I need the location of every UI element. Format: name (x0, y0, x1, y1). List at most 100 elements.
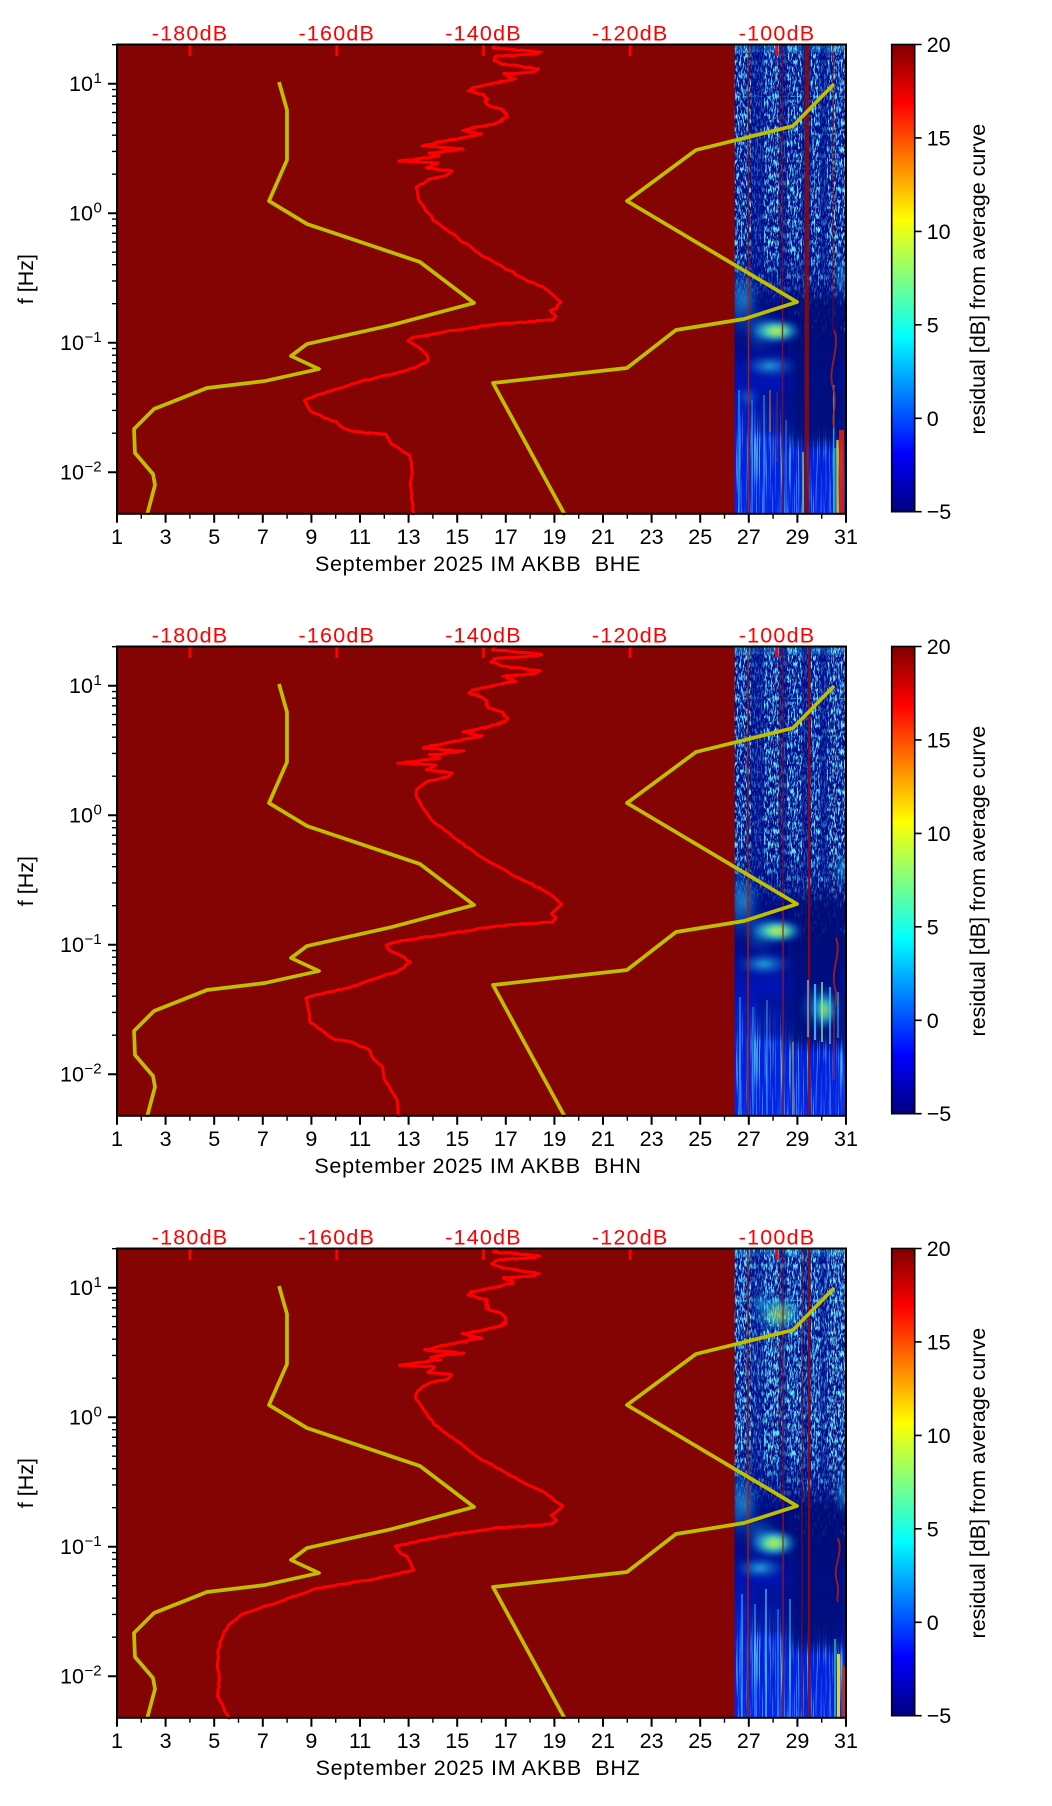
svg-text:21: 21 (591, 525, 615, 549)
svg-text:25: 25 (688, 1729, 712, 1753)
svg-text:15: 15 (927, 126, 951, 150)
svg-text:-180dB: -180dB (152, 22, 229, 46)
svg-text:10: 10 (60, 1063, 84, 1087)
svg-text:1: 1 (94, 1274, 102, 1291)
svg-text:10: 10 (69, 674, 93, 698)
svg-text:-160dB: -160dB (299, 22, 376, 46)
svg-text:10: 10 (60, 1535, 84, 1559)
svg-text:7: 7 (257, 525, 269, 549)
svg-text:−5: −5 (927, 1704, 952, 1728)
svg-text:10: 10 (60, 1665, 84, 1689)
svg-text:19: 19 (542, 1127, 566, 1151)
svg-text:5: 5 (927, 1517, 939, 1541)
svg-text:residual [dB] from average cur: residual [dB] from average curve (966, 124, 990, 435)
svg-text:-120dB: -120dB (592, 624, 669, 648)
svg-text:15: 15 (445, 1729, 469, 1753)
svg-text:−1: −1 (85, 1533, 102, 1550)
svg-text:-140dB: -140dB (445, 22, 522, 46)
svg-text:23: 23 (640, 525, 664, 549)
svg-text:-120dB: -120dB (592, 1226, 669, 1250)
svg-text:−1: −1 (85, 329, 102, 346)
svg-text:25: 25 (688, 1127, 712, 1151)
svg-text:15: 15 (927, 728, 951, 752)
svg-text:f [Hz]: f [Hz] (14, 856, 38, 906)
svg-text:21: 21 (591, 1729, 615, 1753)
svg-text:0: 0 (927, 407, 939, 431)
svg-text:21: 21 (591, 1127, 615, 1151)
svg-text:27: 27 (737, 525, 761, 549)
svg-text:residual [dB] from average cur: residual [dB] from average curve (966, 1328, 990, 1639)
svg-text:-120dB: -120dB (592, 22, 669, 46)
svg-text:f [Hz]: f [Hz] (14, 1458, 38, 1508)
svg-text:10: 10 (927, 220, 951, 244)
svg-text:10: 10 (927, 1424, 951, 1448)
svg-text:0: 0 (927, 1009, 939, 1033)
svg-text:5: 5 (927, 313, 939, 337)
svg-text:11: 11 (349, 525, 371, 549)
svg-text:-100dB: -100dB (739, 1226, 816, 1250)
svg-text:−2: −2 (85, 459, 102, 476)
svg-text:−5: −5 (927, 1102, 952, 1126)
svg-text:17: 17 (494, 1127, 518, 1151)
svg-text:11: 11 (349, 1127, 371, 1151)
svg-text:5: 5 (927, 915, 939, 939)
svg-text:31: 31 (834, 525, 858, 549)
svg-text:9: 9 (305, 1729, 317, 1753)
svg-text:10: 10 (60, 933, 84, 957)
svg-text:-160dB: -160dB (299, 624, 376, 648)
svg-text:17: 17 (494, 525, 518, 549)
svg-text:3: 3 (160, 1729, 172, 1753)
svg-text:10: 10 (60, 461, 84, 485)
svg-text:29: 29 (785, 525, 809, 549)
svg-text:31: 31 (834, 1127, 858, 1151)
svg-text:residual [dB] from average cur: residual [dB] from average curve (966, 726, 990, 1037)
svg-text:0: 0 (94, 1404, 102, 1421)
svg-text:7: 7 (257, 1729, 269, 1753)
svg-text:-100dB: -100dB (739, 624, 816, 648)
svg-text:0: 0 (927, 1611, 939, 1635)
svg-text:0: 0 (94, 802, 102, 819)
svg-text:1: 1 (94, 70, 102, 87)
svg-text:5: 5 (208, 1127, 220, 1151)
svg-text:3: 3 (160, 525, 172, 549)
svg-text:10: 10 (927, 822, 951, 846)
svg-text:-180dB: -180dB (152, 624, 229, 648)
svg-text:−5: −5 (927, 500, 952, 524)
svg-text:September 2025 IM AKBB BHE: September 2025 IM AKBB BHE (315, 552, 641, 576)
svg-text:27: 27 (737, 1729, 761, 1753)
svg-text:10: 10 (69, 72, 93, 96)
svg-text:13: 13 (397, 1127, 421, 1151)
svg-text:9: 9 (305, 525, 317, 549)
svg-text:15: 15 (445, 525, 469, 549)
svg-text:25: 25 (688, 525, 712, 549)
svg-text:-160dB: -160dB (299, 1226, 376, 1250)
svg-text:9: 9 (305, 1127, 317, 1151)
svg-text:11: 11 (349, 1729, 371, 1753)
svg-text:1: 1 (111, 525, 123, 549)
svg-text:10: 10 (69, 202, 93, 226)
svg-text:10: 10 (69, 1406, 93, 1430)
svg-text:19: 19 (542, 1729, 566, 1753)
svg-text:27: 27 (737, 1127, 761, 1151)
svg-text:September 2025 IM AKBB BHZ: September 2025 IM AKBB BHZ (316, 1756, 641, 1780)
svg-text:−1: −1 (85, 931, 102, 948)
svg-text:15: 15 (927, 1330, 951, 1354)
svg-text:15: 15 (445, 1127, 469, 1151)
svg-text:10: 10 (69, 1276, 93, 1300)
svg-text:20: 20 (927, 635, 951, 659)
svg-text:23: 23 (640, 1127, 664, 1151)
svg-text:7: 7 (257, 1127, 269, 1151)
svg-text:31: 31 (834, 1729, 858, 1753)
svg-text:3: 3 (160, 1127, 172, 1151)
svg-text:-100dB: -100dB (739, 22, 816, 46)
svg-text:-180dB: -180dB (152, 1226, 229, 1250)
svg-text:10: 10 (69, 804, 93, 828)
svg-text:−2: −2 (85, 1663, 102, 1680)
svg-text:19: 19 (542, 525, 566, 549)
svg-text:1: 1 (111, 1729, 123, 1753)
svg-text:September 2025 IM AKBB BHN: September 2025 IM AKBB BHN (314, 1154, 641, 1178)
svg-text:1: 1 (111, 1127, 123, 1151)
svg-text:10: 10 (60, 331, 84, 355)
svg-text:-140dB: -140dB (445, 1226, 522, 1250)
svg-text:−2: −2 (85, 1061, 102, 1078)
